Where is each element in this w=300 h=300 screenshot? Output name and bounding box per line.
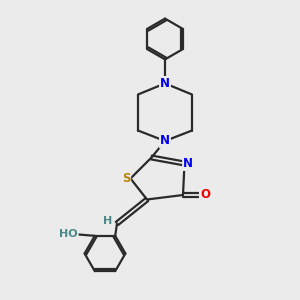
Text: N: N xyxy=(160,134,170,148)
Text: S: S xyxy=(122,172,130,185)
Text: HO: HO xyxy=(59,229,78,239)
Text: O: O xyxy=(200,188,210,202)
Text: N: N xyxy=(160,77,170,90)
Text: N: N xyxy=(183,157,193,170)
Text: H: H xyxy=(103,215,112,226)
